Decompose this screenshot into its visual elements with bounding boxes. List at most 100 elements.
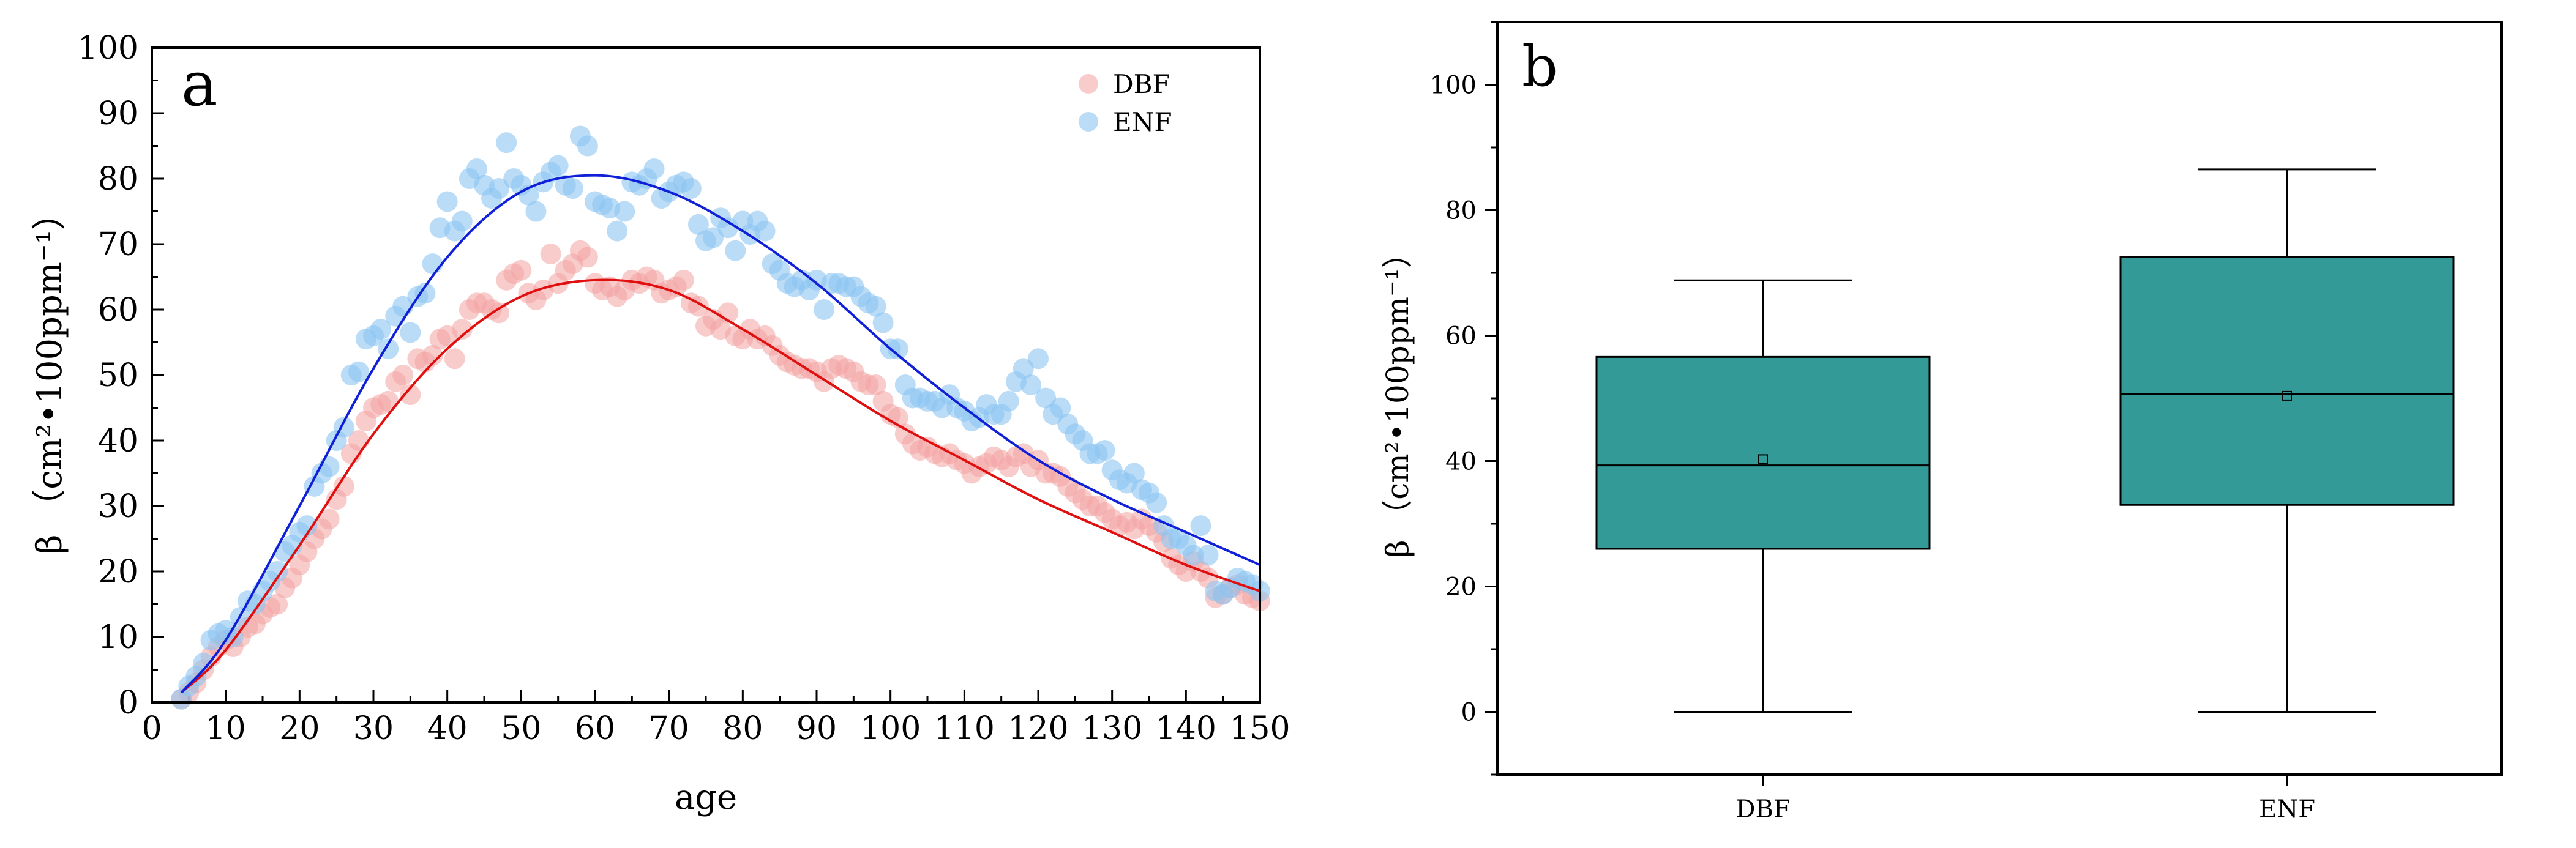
y-tick-label: 20 <box>98 554 138 590</box>
mean-marker <box>2282 390 2292 401</box>
legend-dbf-marker <box>1079 74 1098 94</box>
enf-point <box>1146 492 1167 513</box>
enf-point <box>887 338 908 360</box>
panel-a-y-tick-labels: 0 10 20 30 40 50 60 70 80 90 100 <box>78 30 138 721</box>
dbf-point <box>451 319 473 340</box>
enf-point <box>865 296 886 317</box>
y-tick-label: 60 <box>98 292 138 329</box>
enf-point <box>267 561 288 582</box>
panel-a-legend: DBF ENF <box>1079 69 1172 137</box>
panel-a-x-tick-labels: 0 10 20 30 40 50 60 70 80 90 100 110 120 130 140 150 <box>141 710 1290 747</box>
enf-point <box>814 299 835 320</box>
x-tick-label: ENF <box>2259 795 2315 824</box>
x-tick-label: 80 <box>722 710 763 747</box>
enf-point <box>725 240 746 261</box>
dbf-scatter-series <box>171 240 1270 710</box>
x-tick-label: 40 <box>427 710 468 747</box>
y-tick-label: 90 <box>98 95 138 132</box>
enf-point <box>703 227 724 248</box>
dbf-point <box>511 259 532 281</box>
dbf-point <box>673 269 694 291</box>
y-tick-label: 70 <box>98 226 138 263</box>
enf-point <box>754 220 776 242</box>
y-tick-label: 40 <box>98 423 138 459</box>
x-tick-label: 50 <box>501 710 541 747</box>
x-tick-label: 10 <box>206 710 246 747</box>
enf-point <box>1028 348 1049 370</box>
legend-enf-marker <box>1079 112 1098 132</box>
y-tick-label: 80 <box>1445 197 1477 225</box>
enf-fit-curve <box>180 174 1260 694</box>
x-tick-label: 70 <box>649 710 689 747</box>
enf-point <box>680 178 702 199</box>
legend-dbf-label: DBF <box>1113 69 1170 99</box>
y-tick-label: 100 <box>78 30 138 67</box>
enf-point <box>370 319 392 340</box>
y-tick-label: 40 <box>1445 448 1477 476</box>
enf-point <box>436 191 458 212</box>
panel-b-y-ticks: 0 20 40 60 80 100 <box>1430 21 1497 776</box>
panel-a-ticks <box>151 46 1261 704</box>
y-tick-label: 10 <box>98 619 138 656</box>
enf-point <box>687 214 709 235</box>
x-tick-label: 100 <box>860 710 921 747</box>
iqr-box <box>1595 355 1931 550</box>
panel-b-letter: b <box>1522 34 1558 99</box>
x-tick-label: 90 <box>796 710 837 747</box>
enf-point <box>525 201 547 222</box>
x-tick-label: 0 <box>141 710 162 747</box>
enf-point <box>547 155 569 176</box>
enf-point <box>998 390 1019 412</box>
x-tick-label: 150 <box>1229 710 1290 747</box>
enf-point <box>1020 374 1041 396</box>
x-tick-label: DBF <box>1735 795 1790 824</box>
enf-point <box>872 312 894 333</box>
x-tick-label: 20 <box>279 710 320 747</box>
y-tick-label: 20 <box>1445 573 1477 601</box>
y-tick-label: 100 <box>1430 72 1477 100</box>
dbf-point <box>333 475 354 497</box>
enf-point <box>607 220 628 242</box>
enf-point <box>489 178 510 199</box>
dbf-point <box>865 374 886 396</box>
y-tick-label: 30 <box>98 488 138 525</box>
x-tick-label: 120 <box>1008 710 1068 747</box>
x-tick-label: 140 <box>1156 710 1216 747</box>
enf-point <box>414 283 436 304</box>
y-tick-label: 80 <box>98 161 138 198</box>
enf-point <box>1197 545 1219 566</box>
enf-point <box>466 158 487 179</box>
panel-b: 0 20 40 60 80 100 DBF ENF b β （cm²•100ppm⁻¹） <box>1380 21 2503 824</box>
enf-point <box>1123 463 1145 484</box>
dbf-point <box>577 247 598 268</box>
panel-a: 0 10 20 30 40 50 60 70 80 90 100 110 120 130 140 150 0 1… <box>30 30 1290 817</box>
enf-point <box>496 132 517 154</box>
panel-a-x-axis-label: age <box>675 778 737 817</box>
iqr-box <box>2119 256 2455 506</box>
y-tick-label: 60 <box>1445 322 1477 351</box>
y-tick-label: 0 <box>1461 699 1477 727</box>
dbf-point <box>378 390 399 412</box>
panel-a-y-axis-label: β （cm²•100ppm⁻¹） <box>30 196 70 554</box>
legend-enf-label: ENF <box>1113 107 1172 137</box>
enf-point <box>451 210 473 232</box>
enf-point <box>577 135 598 157</box>
dbf-point <box>267 593 288 615</box>
panel-b-boxes <box>1595 168 2455 713</box>
enf-point <box>296 515 318 537</box>
dbf-point <box>489 302 510 324</box>
enf-point <box>348 361 369 382</box>
enf-point <box>1035 387 1057 409</box>
dbf-point <box>444 348 465 370</box>
panel-a-frame <box>151 46 1261 704</box>
box-enf <box>2119 168 2455 713</box>
enf-point <box>643 158 665 179</box>
y-tick-label: 0 <box>118 685 138 721</box>
dbf-point <box>318 508 340 530</box>
x-tick-label: 130 <box>1082 710 1142 747</box>
dbf-fit-curve <box>180 278 1260 694</box>
enf-point <box>1094 440 1115 461</box>
panel-b-x-tick-labels: DBF ENF <box>1735 775 2315 824</box>
enf-point <box>318 456 340 477</box>
dbf-point <box>422 344 443 366</box>
